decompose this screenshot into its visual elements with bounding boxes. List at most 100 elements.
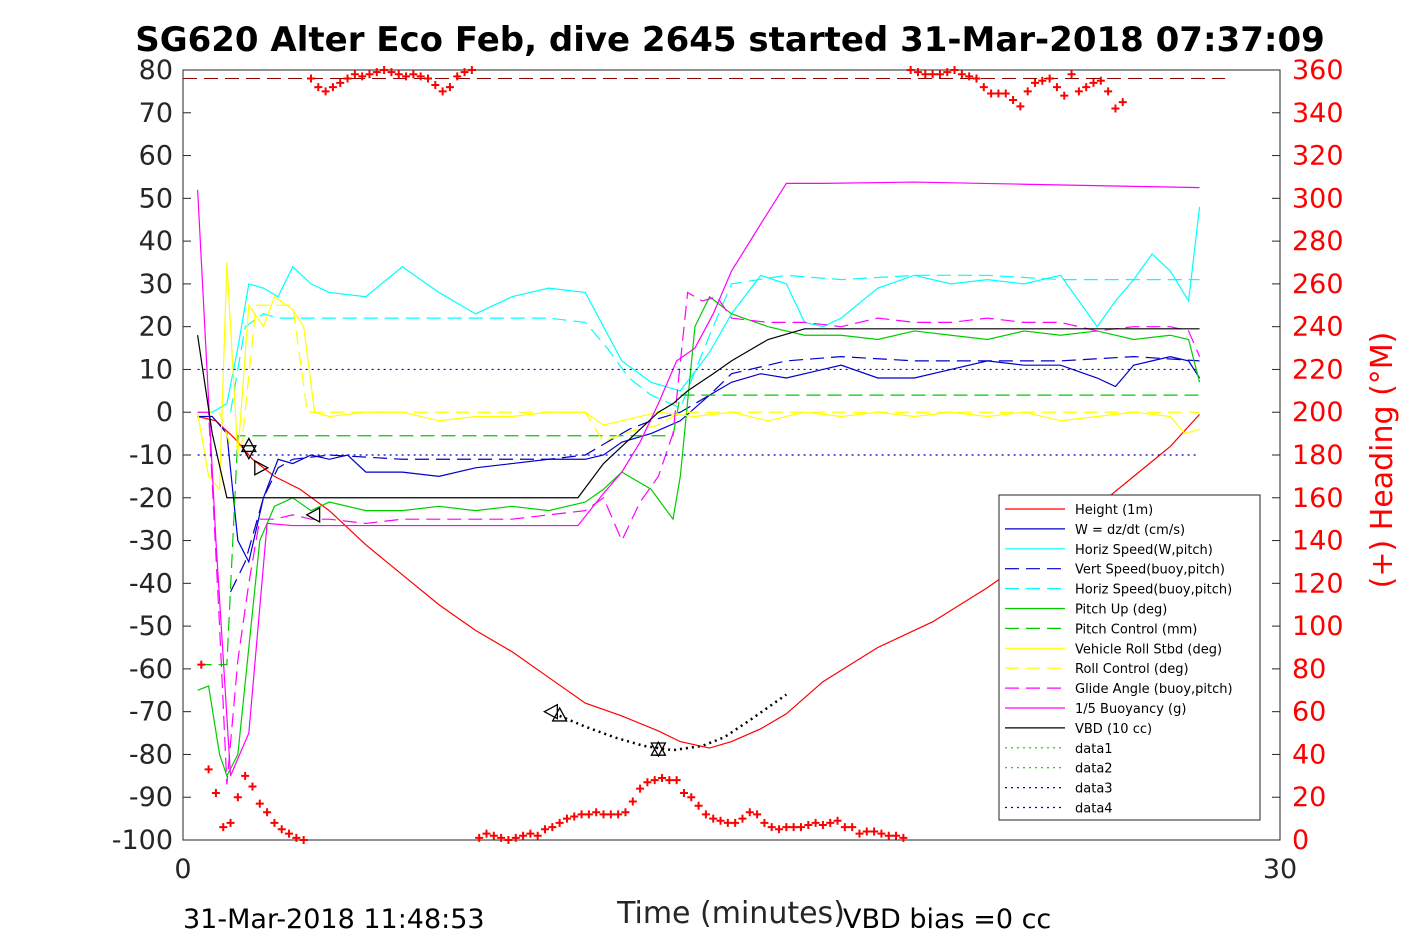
heading-point	[943, 68, 952, 77]
heading-point	[687, 793, 696, 802]
x-axis-label: Time (minutes)	[616, 896, 845, 931]
heading-point	[870, 827, 879, 836]
heading-point	[489, 831, 498, 840]
heading-point	[416, 72, 425, 81]
heading-point	[497, 833, 506, 842]
heading-point	[1082, 83, 1091, 92]
event-marker	[551, 706, 568, 722]
marker-layer	[240, 437, 667, 758]
heading-point	[833, 816, 842, 825]
heading-point	[643, 778, 652, 787]
heading-point	[482, 829, 491, 838]
chart-title: SG620 Alter Eco Feb, dive 2645 started 3…	[135, 20, 1325, 60]
heading-point	[394, 70, 403, 79]
left-tick-label: 40	[139, 226, 173, 257]
heading-point	[241, 771, 250, 780]
event-marker	[650, 740, 667, 756]
event-marker	[254, 459, 270, 476]
heading-point	[935, 70, 944, 79]
heading-point	[818, 821, 827, 830]
heading-point	[423, 74, 432, 83]
legend-label: data3	[1075, 782, 1113, 797]
series-line	[197, 291, 1201, 785]
heading-point	[950, 66, 959, 74]
x-tick-label: 30	[1263, 854, 1297, 885]
heading-point	[877, 829, 886, 838]
heading-point	[431, 80, 440, 89]
heading-point	[438, 87, 447, 96]
series-line	[197, 394, 1200, 666]
left-tick-label: -40	[129, 568, 173, 599]
heading-point	[775, 825, 784, 834]
vbd-bias-footer: VBD bias =0 cc	[843, 904, 1051, 935]
heading-point	[694, 801, 703, 810]
left-tick-label: 80	[139, 55, 173, 86]
series-line	[197, 413, 1200, 749]
left-tick-label: 50	[139, 183, 173, 214]
legend-label: Height (1m)	[1075, 503, 1153, 518]
right-tick-label: 160	[1292, 483, 1344, 514]
legend: Height (1m) W = dz/dt (cm/s) Horiz Speed(W…	[998, 494, 1261, 821]
series-line	[197, 206, 1201, 413]
right-axis-ticks: 3603403203002802602402202001801601401201…	[1272, 55, 1344, 856]
heading-point	[789, 823, 798, 832]
heading-point	[526, 829, 535, 838]
right-tick-label: 280	[1292, 226, 1344, 257]
heading-point	[358, 72, 367, 81]
heading-point	[738, 814, 747, 823]
heading-point	[745, 808, 754, 817]
heading-point	[504, 836, 513, 844]
legend-label: Pitch Up (deg)	[1075, 603, 1167, 618]
heading-point	[592, 808, 601, 817]
legend-label: 1/5 Buoyancy (g)	[1075, 702, 1186, 717]
heading-point	[584, 810, 593, 819]
legend-label: Horiz Speed(W,pitch)	[1075, 543, 1213, 558]
heading-point	[445, 83, 454, 92]
heading-point	[467, 66, 476, 74]
heading-point	[562, 814, 571, 823]
legend-label: data2	[1075, 762, 1113, 777]
heading-point	[921, 70, 930, 79]
heading-point	[336, 78, 345, 87]
heading-point	[211, 788, 220, 797]
heading-point	[994, 89, 1003, 98]
right-tick-label: 100	[1292, 611, 1344, 642]
heading-layer	[197, 66, 1127, 844]
heading-point	[899, 833, 908, 842]
heading-point	[913, 68, 922, 77]
heading-point	[804, 821, 813, 830]
heading-point	[197, 660, 206, 669]
right-tick-label: 360	[1292, 55, 1344, 86]
heading-point	[343, 74, 352, 83]
heading-point	[533, 831, 542, 840]
heading-point	[314, 83, 323, 92]
heading-point	[636, 784, 645, 793]
heading-point	[826, 818, 835, 827]
reference-line	[559, 693, 788, 752]
left-tick-label: -50	[129, 611, 173, 642]
heading-point	[541, 825, 550, 834]
legend-label: W = dz/dt (cm/s)	[1075, 523, 1185, 538]
heading-point	[965, 72, 974, 81]
heading-point	[226, 818, 235, 827]
legend-label: Pitch Control (mm)	[1075, 622, 1197, 637]
heading-point	[548, 823, 557, 832]
heading-point	[848, 823, 857, 832]
right-tick-label: 120	[1292, 568, 1344, 599]
heading-point	[665, 776, 674, 785]
heading-point	[1001, 89, 1010, 98]
heading-point	[292, 833, 301, 842]
series-line	[229, 356, 1200, 593]
heading-point	[555, 818, 564, 827]
left-tick-label: -100	[112, 825, 173, 856]
right-tick-label: 300	[1292, 183, 1344, 214]
heading-point	[1089, 78, 1098, 87]
left-tick-label: 20	[139, 312, 173, 343]
heading-point	[811, 818, 820, 827]
heading-point	[1060, 91, 1069, 100]
heading-point	[855, 829, 864, 838]
heading-point	[884, 831, 893, 840]
heading-point	[987, 89, 996, 98]
series-line	[197, 355, 1201, 564]
event-marker	[240, 445, 257, 461]
